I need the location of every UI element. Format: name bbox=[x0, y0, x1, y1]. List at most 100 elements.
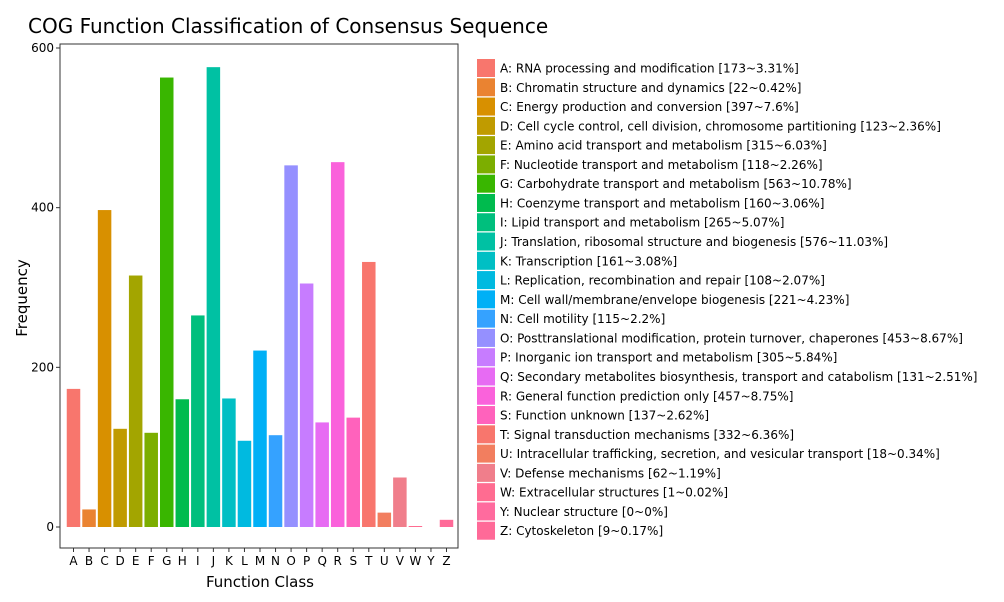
legend-label: J: Translation, ribosomal structure and … bbox=[499, 235, 888, 249]
legend-label: N: Cell motility [115~2.2%] bbox=[500, 312, 665, 326]
x-tick-label: P bbox=[303, 554, 310, 568]
legend-label: U: Intracellular trafficking, secretion,… bbox=[500, 447, 940, 461]
legend-key bbox=[477, 174, 495, 193]
bar-F bbox=[144, 432, 158, 527]
bar-J bbox=[206, 67, 221, 527]
x-tick-label: W bbox=[409, 554, 421, 568]
bar-B bbox=[82, 509, 96, 527]
bar-S bbox=[346, 417, 360, 527]
bar-R bbox=[330, 162, 345, 527]
legend-key bbox=[477, 116, 495, 135]
legend-key bbox=[477, 290, 495, 309]
bar-M bbox=[253, 350, 267, 527]
legend-key bbox=[477, 193, 495, 212]
x-tick-label: A bbox=[69, 554, 78, 568]
bar-Z bbox=[439, 519, 454, 527]
legend-key bbox=[477, 213, 495, 232]
bar-A bbox=[66, 388, 81, 527]
bar-C bbox=[97, 210, 112, 527]
bar-K bbox=[222, 398, 236, 527]
x-axis-title: Function Class bbox=[206, 573, 314, 591]
x-tick-label: Y bbox=[426, 554, 435, 568]
legend-key bbox=[477, 309, 495, 328]
bar-L bbox=[237, 440, 252, 527]
legend-key bbox=[477, 348, 495, 367]
legend-label: P: Inorganic ion transport and metabolis… bbox=[500, 351, 837, 365]
legend-label: D: Cell cycle control, cell division, ch… bbox=[500, 119, 941, 133]
x-tick-label: V bbox=[396, 554, 405, 568]
plot-frame bbox=[59, 43, 459, 549]
x-tick-label: I bbox=[196, 554, 200, 568]
legend-label: Q: Secondary metabolites biosynthesis, t… bbox=[500, 370, 977, 384]
legend-label: H: Coenzyme transport and metabolism [16… bbox=[500, 196, 825, 210]
x-tick-label: U bbox=[380, 554, 389, 568]
x-tick-label: C bbox=[100, 554, 108, 568]
legend-key bbox=[477, 521, 495, 540]
legend-key bbox=[477, 59, 495, 77]
legend-label: A: RNA processing and modification [173~… bbox=[500, 62, 799, 76]
legend-label: Y: Nuclear structure [0~0%] bbox=[499, 505, 668, 519]
y-tick-label: 0 bbox=[46, 520, 54, 534]
bar-N bbox=[268, 435, 283, 527]
bar-O bbox=[284, 165, 298, 528]
legend-key bbox=[477, 271, 495, 290]
bar-Q bbox=[315, 422, 329, 527]
x-tick-label: Z bbox=[442, 554, 450, 568]
legend-label: M: Cell wall/membrane/envelope biogenesi… bbox=[500, 293, 849, 307]
x-tick-label: R bbox=[334, 554, 342, 568]
legend-label: Z: Cytoskeleton [9~0.17%] bbox=[500, 524, 663, 538]
bar-U bbox=[377, 512, 392, 527]
x-tick-label: H bbox=[178, 554, 187, 568]
legend-key bbox=[477, 483, 495, 502]
y-axis-title: Frequency bbox=[13, 259, 31, 337]
bar-I bbox=[191, 315, 205, 527]
legend-key bbox=[477, 502, 495, 521]
x-tick-label: L bbox=[241, 554, 248, 568]
x-tick-label: G bbox=[162, 554, 171, 568]
legend-key bbox=[477, 386, 495, 405]
legend-label: O: Posttranslational modification, prote… bbox=[500, 331, 963, 345]
y-tick-label: 600 bbox=[31, 41, 54, 55]
legend-label: C: Energy production and conversion [397… bbox=[500, 100, 799, 114]
x-tick-label: F bbox=[148, 554, 155, 568]
legend-label: I: Lipid transport and metabolism [265~5… bbox=[500, 216, 784, 230]
legend-label: L: Replication, recombination and repair… bbox=[500, 274, 825, 288]
legend-label: B: Chromatin structure and dynamics [22~… bbox=[500, 81, 801, 95]
chart-title: COG Function Classification of Consensus… bbox=[28, 14, 549, 38]
x-tick-label: J bbox=[211, 554, 216, 568]
x-tick-label: D bbox=[116, 554, 125, 568]
bars bbox=[66, 67, 454, 528]
legend-label: S: Function unknown [137~2.62%] bbox=[500, 409, 709, 423]
x-tick-label: T bbox=[364, 554, 373, 568]
bar-W bbox=[408, 526, 423, 527]
legend-key bbox=[477, 97, 495, 116]
legend-label: R: General function prediction only [457… bbox=[500, 389, 793, 403]
x-tick-label: N bbox=[271, 554, 280, 568]
legend-key bbox=[477, 367, 495, 386]
x-tick-label: M bbox=[255, 554, 265, 568]
legend-label: G: Carbohydrate transport and metabolism… bbox=[500, 177, 852, 191]
bar-H bbox=[175, 399, 190, 527]
y-tick-label: 200 bbox=[31, 360, 54, 374]
legend-label: V: Defense mechanisms [62~1.19%] bbox=[500, 466, 721, 480]
legend-key bbox=[477, 406, 495, 425]
bar-P bbox=[299, 283, 314, 527]
legend-label: E: Amino acid transport and metabolism [… bbox=[500, 139, 827, 153]
bar-V bbox=[393, 477, 407, 527]
y-axis: 0 200 400 600 bbox=[31, 41, 60, 534]
legend-key bbox=[477, 251, 495, 270]
legend: A: RNA processing and modification [173~… bbox=[477, 59, 977, 540]
x-tick-label: Q bbox=[317, 554, 326, 568]
bar-E bbox=[128, 275, 143, 527]
x-tick-label: B bbox=[85, 554, 93, 568]
x-tick-label: O bbox=[286, 554, 295, 568]
legend-label: K: Transcription [161~3.08%] bbox=[500, 254, 677, 268]
bar-G bbox=[160, 77, 174, 527]
y-tick-label: 400 bbox=[31, 201, 54, 215]
bar-D bbox=[113, 428, 127, 527]
legend-key bbox=[477, 425, 495, 444]
x-tick-label: E bbox=[132, 554, 140, 568]
legend-label: F: Nucleotide transport and metabolism [… bbox=[500, 158, 823, 172]
